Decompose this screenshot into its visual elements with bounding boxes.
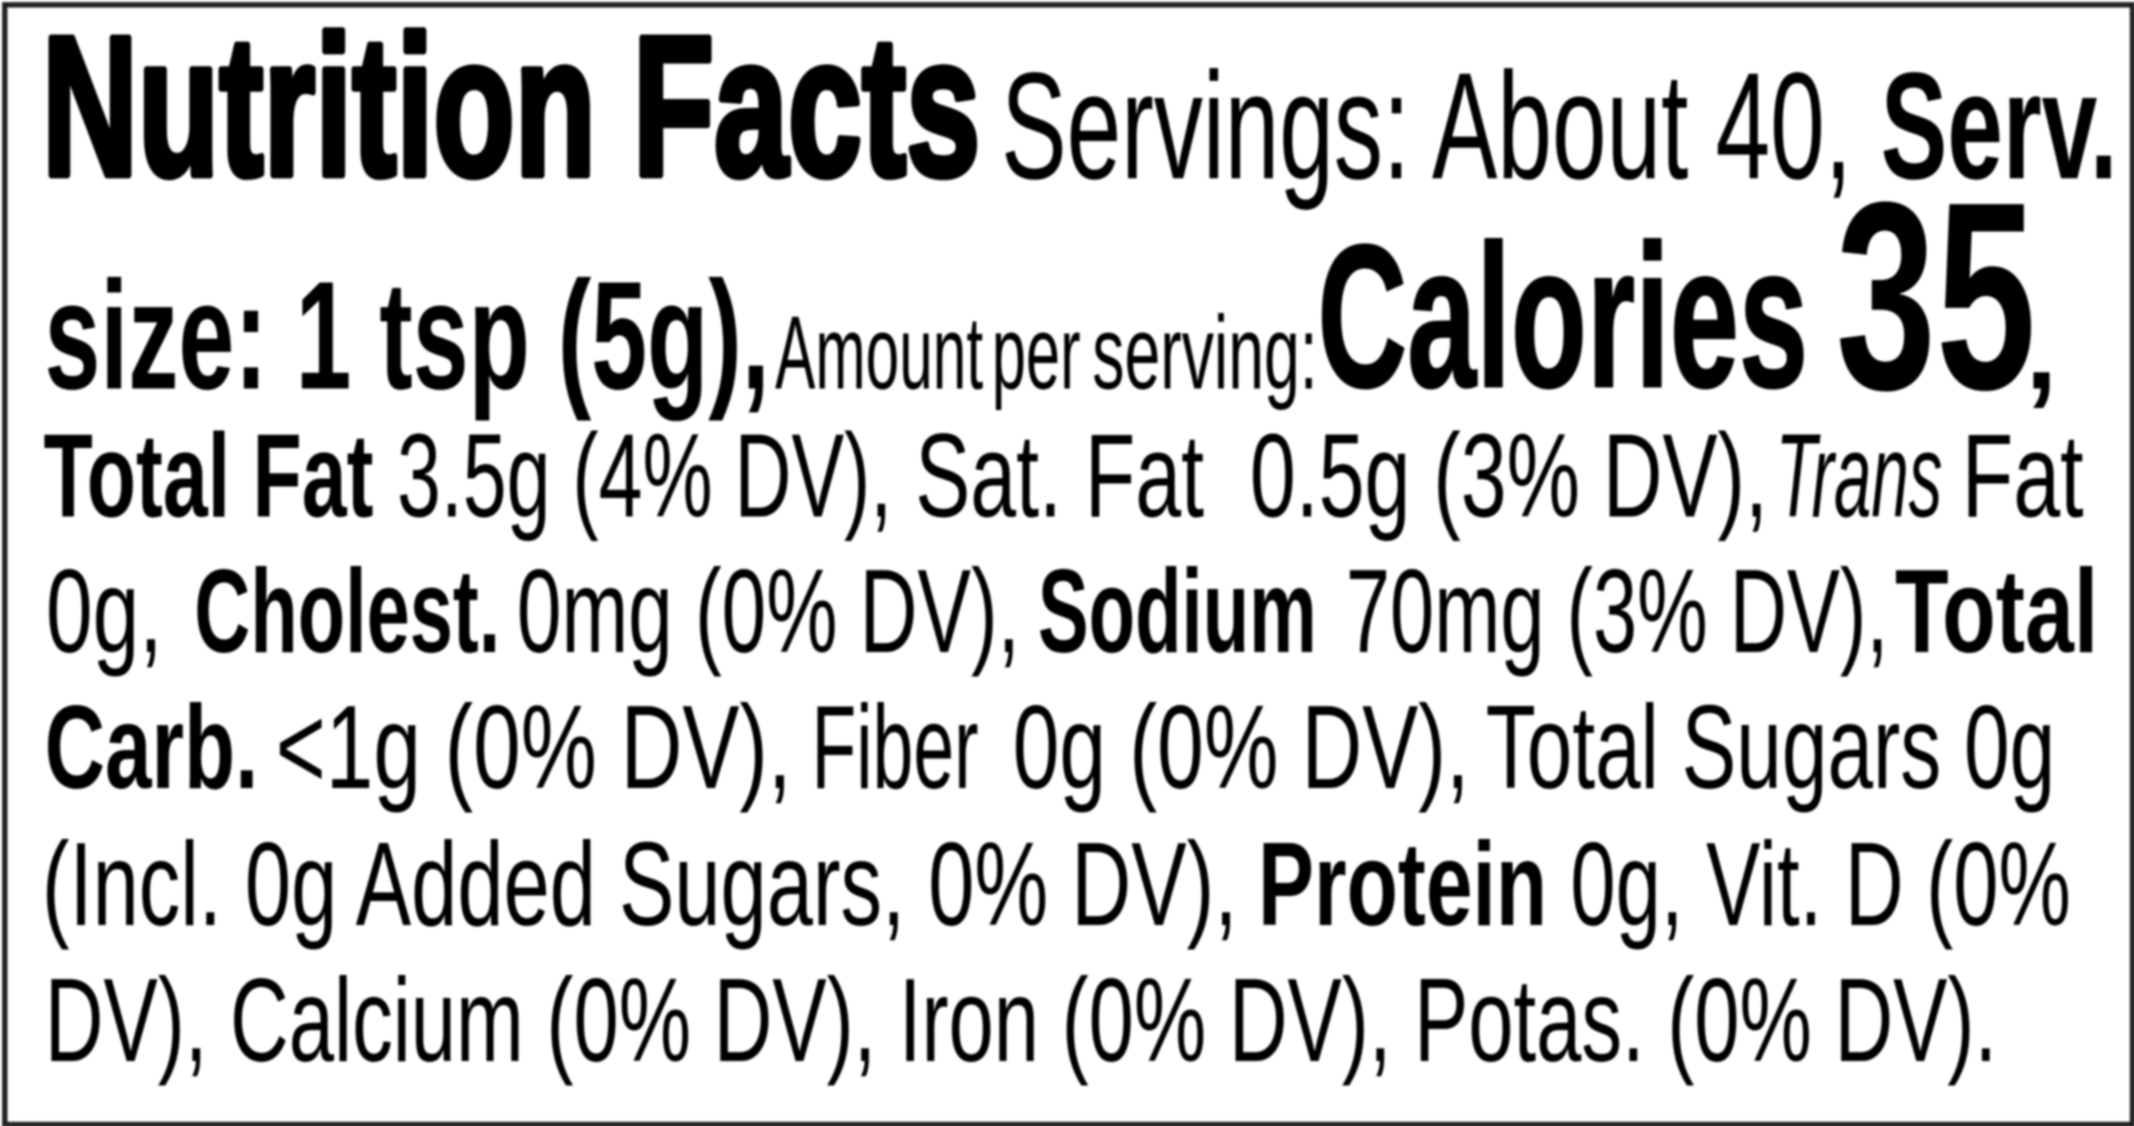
svg-text:Servings: About 40,: Servings: About 40, <box>1001 41 1852 211</box>
svg-text:Total: Total <box>1895 545 2098 678</box>
svg-text:Fat: Fat <box>1962 409 2084 542</box>
svg-text:0g (0% DV),: 0g (0% DV), <box>1013 681 1470 814</box>
svg-text:Sat. Fat 0.5g (3% DV),: Sat. Fat 0.5g (3% DV), <box>915 409 1768 542</box>
svg-text:Total Fat: Total Fat <box>44 409 374 542</box>
svg-text:35: 35 <box>1836 146 2036 446</box>
svg-text:size: 1 tsp (5g),: size: 1 tsp (5g), <box>45 250 770 422</box>
svg-text:0g, Vit. D (0%: 0g, Vit. D (0% <box>1570 818 2071 951</box>
svg-text:DV), Calcium (0% DV), Iron (0%: DV), Calcium (0% DV), Iron (0% DV), Pota… <box>45 954 1997 1087</box>
svg-text:,: , <box>2018 252 2065 422</box>
svg-text:0mg (0% DV),: 0mg (0% DV), <box>517 545 1020 678</box>
svg-text:Carb.: Carb. <box>45 681 259 814</box>
svg-text:(Incl. 0g Added Sugars, 0% DV): (Incl. 0g Added Sugars, 0% DV), <box>42 818 1238 951</box>
svg-text:70mg (3% DV),: 70mg (3% DV), <box>1346 545 1889 678</box>
svg-text:Serv.: Serv. <box>1881 41 2118 211</box>
svg-text:serving:: serving: <box>1092 296 1317 412</box>
svg-text:per: per <box>992 296 1081 412</box>
svg-text:Amount: Amount <box>775 296 983 412</box>
svg-text:Fiber: Fiber <box>812 681 979 814</box>
svg-text:Nutrition Facts: Nutrition Facts <box>42 0 980 218</box>
svg-text:Sodium: Sodium <box>1038 545 1317 678</box>
svg-text:Calories: Calories <box>1317 204 1808 431</box>
svg-text:<1g (0% DV),: <1g (0% DV), <box>276 681 792 814</box>
svg-text:0g,: 0g, <box>46 545 163 678</box>
svg-text:Trans: Trans <box>1776 409 1943 542</box>
svg-text:3.5g (4% DV),: 3.5g (4% DV), <box>397 409 892 542</box>
svg-text:Total Sugars 0g: Total Sugars 0g <box>1486 681 2055 814</box>
svg-text:Cholest.: Cholest. <box>194 545 500 678</box>
svg-text:Protein: Protein <box>1258 818 1547 951</box>
